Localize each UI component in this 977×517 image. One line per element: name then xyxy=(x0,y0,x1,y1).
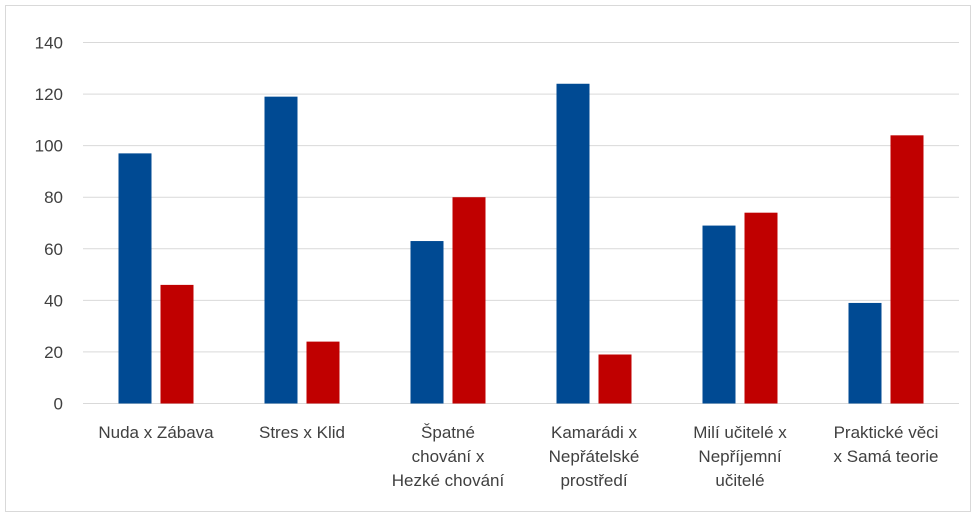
y-tick-label: 120 xyxy=(35,85,63,104)
bar xyxy=(161,285,194,404)
x-category-label: Nuda x Zábava xyxy=(98,423,214,442)
bar xyxy=(119,153,152,403)
chart-area: 0 20 40 60 80 100 120 140 Nuda x Zábava Stres x … xyxy=(5,5,971,512)
bar xyxy=(849,303,882,404)
gridlines xyxy=(83,43,959,404)
x-category-label: Nepřátelské xyxy=(549,447,640,466)
x-category-label: Milí učitelé x xyxy=(693,423,787,442)
x-category-label: Kamarádi x xyxy=(551,423,637,442)
bar xyxy=(307,342,340,404)
bar xyxy=(453,197,486,403)
x-category-label: x Samá teorie xyxy=(834,447,939,466)
x-category-label: Hezké chování xyxy=(392,471,505,490)
x-category-label: Stres x Klid xyxy=(259,423,345,442)
x-category-label: Nepříjemní xyxy=(698,447,781,466)
x-category-label: Špatné xyxy=(421,423,475,442)
bar-chart: 0 20 40 60 80 100 120 140 Nuda x Zábava Stres x … xyxy=(6,6,972,513)
x-axis-labels: Nuda x Zábava Stres x Klid Špatné chování x… xyxy=(98,423,938,490)
bar xyxy=(599,355,632,404)
y-tick-label: 140 xyxy=(35,34,63,53)
bar xyxy=(745,213,778,404)
y-tick-label: 40 xyxy=(44,291,63,310)
x-category-label: učitelé xyxy=(715,471,764,490)
bars xyxy=(119,84,924,404)
x-category-label: Praktické věci xyxy=(834,423,939,442)
y-tick-label: 20 xyxy=(44,343,63,362)
y-tick-label: 80 xyxy=(44,188,63,207)
y-axis-ticks: 0 20 40 60 80 100 120 140 xyxy=(35,34,63,414)
y-tick-label: 100 xyxy=(35,137,63,156)
x-category-label: prostředí xyxy=(560,471,627,490)
bar xyxy=(265,97,298,404)
x-category-label: chování x xyxy=(412,447,485,466)
bar xyxy=(411,241,444,403)
y-tick-label: 0 xyxy=(54,395,63,414)
bar xyxy=(891,135,924,403)
y-tick-label: 60 xyxy=(44,240,63,259)
bar xyxy=(703,226,736,404)
bar xyxy=(557,84,590,404)
